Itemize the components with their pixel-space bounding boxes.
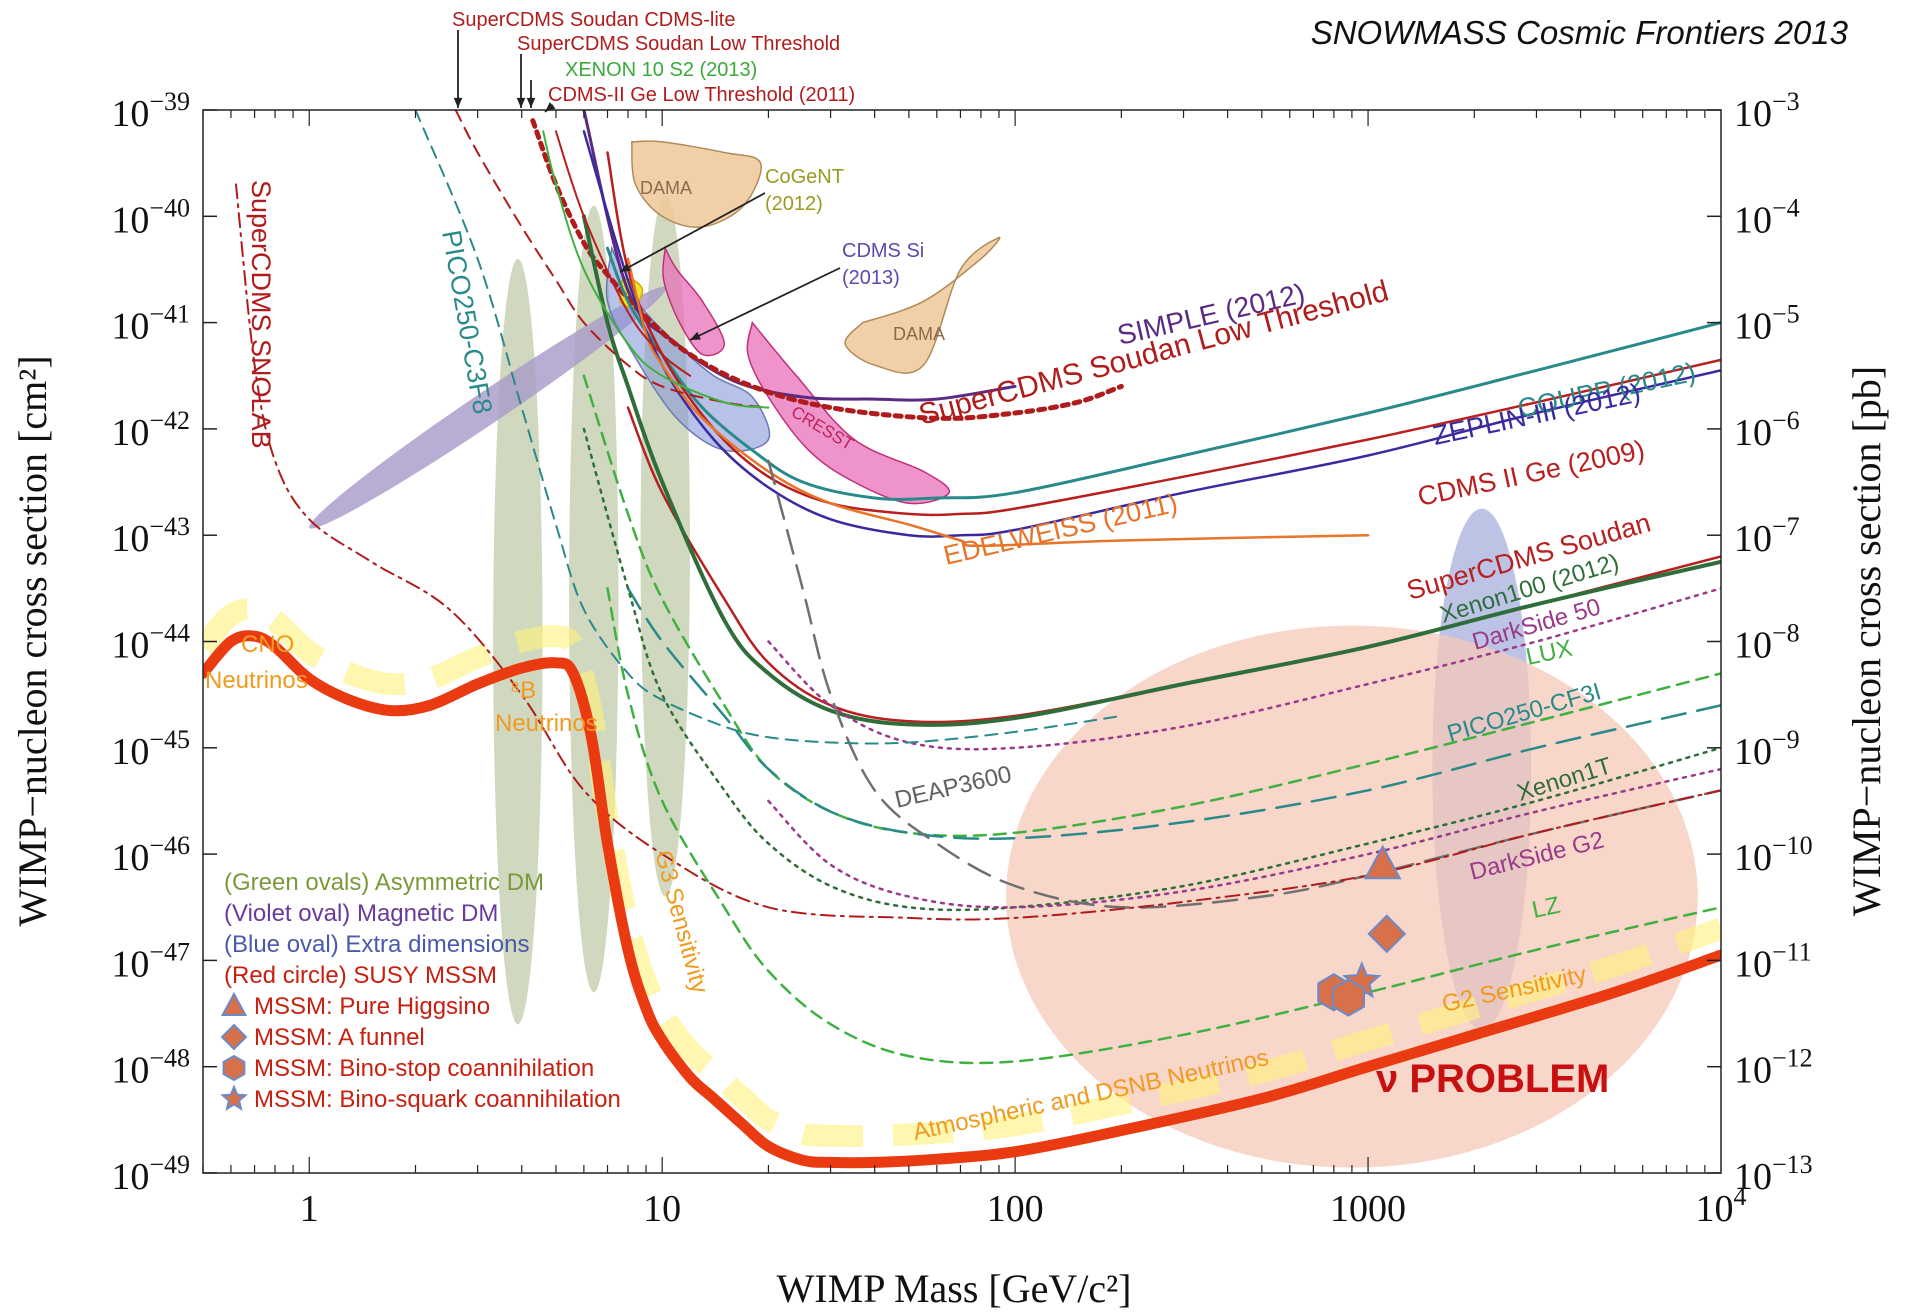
y2-tick-label: 10−8 <box>1734 619 1800 667</box>
series-xenon100-2012 <box>581 214 1721 727</box>
legend-marker-star <box>220 1084 248 1111</box>
legend-item: MSSM: Pure Higgsino <box>254 993 490 1020</box>
legend-marker-diamond <box>220 1023 248 1051</box>
legend-item: (Violet oval) Magnetic DM <box>224 900 498 927</box>
x-tick-label: 10 <box>643 1188 681 1230</box>
x-axis-title: WIMP Mass [GeV/c²] <box>777 1266 1132 1311</box>
y2-tick-label: 10−13 <box>1734 1150 1813 1198</box>
y-tick-label: 10−48 <box>111 1044 190 1092</box>
annotation-arrow <box>689 267 841 341</box>
annotation-supercdms-snolab: SuperCDMS SNOLAB <box>246 180 276 449</box>
annotation-cogent: CoGeNT <box>765 166 844 188</box>
y-tick-label: 10−46 <box>111 831 190 879</box>
legend-item: (Blue oval) Extra dimensions <box>224 931 529 958</box>
annotation-supercdms-soudan-cdms-lite: SuperCDMS Soudan CDMS-lite <box>452 9 735 31</box>
annotation-dama: DAMA <box>893 324 945 344</box>
annotation-2013: (2013) <box>842 267 900 289</box>
annotation-2012: (2012) <box>765 193 823 215</box>
y-tick-label: 10−44 <box>111 619 190 667</box>
series-darkside-50 <box>767 587 1721 751</box>
arrow-head <box>526 97 536 108</box>
y2-tick-label: 10−12 <box>1734 1044 1813 1092</box>
annotation-arrow <box>619 192 766 273</box>
y2-tick-label: 10−10 <box>1734 831 1813 879</box>
annotation-pico250-c3f8: PICO250-C3F8 <box>436 228 498 416</box>
series-lz <box>606 587 1721 1065</box>
annotation-neutrinos: Neutrinos <box>495 710 598 737</box>
series-xenon-10-s2-2013 <box>542 130 770 409</box>
y2-tick-label: 10−9 <box>1734 725 1800 773</box>
series-pico250-c3f8 <box>414 110 1123 745</box>
legend-item: MSSM: A funnel <box>254 1024 425 1051</box>
annotation-supercdms-soudan-low-threshold: SuperCDMS Soudan Low Threshold <box>915 274 1392 431</box>
neutrino-band <box>203 598 1721 1148</box>
region-susy-mssm <box>1006 625 1698 1168</box>
y-tick-label: 10−40 <box>111 193 190 241</box>
legend-item: MSSM: Bino-stop coannihilation <box>254 1055 594 1082</box>
annotation-problem: ν PROBLEM <box>1376 1057 1609 1101</box>
arrow-head <box>516 97 526 108</box>
neutrino-floor-line <box>203 630 1721 1169</box>
y2-tick-label: 10−6 <box>1734 406 1800 454</box>
y-tick-label: 10−39 <box>111 87 190 135</box>
arrow-head <box>453 97 463 108</box>
series-xenon1t <box>582 427 1721 912</box>
annotation-cdms-ii-ge-low-threshold-2011: CDMS-II Ge Low Threshold (2011) <box>548 84 855 106</box>
x-tick-label: 100 <box>987 1188 1044 1230</box>
mssm-point-triangle <box>1363 844 1402 880</box>
series-supercdms-soudan-cdms-lite <box>454 110 770 409</box>
region-magnetic-dm <box>309 286 666 529</box>
annotation-supercdms-soudan-low-threshold: SuperCDMS Soudan Low Threshold <box>517 33 840 55</box>
series-darkside-g2 <box>767 767 1721 909</box>
x-tick-label: 104 <box>1696 1182 1747 1230</box>
y2-axis-title: WIMP−nucleon cross section [pb] <box>1844 366 1889 916</box>
y-axis-title: WIMP−nucleon cross section [cm²] <box>10 355 55 926</box>
y2-tick-label: 10−3 <box>1734 87 1800 135</box>
y-tick-label: 10−43 <box>111 512 190 560</box>
series-pico250-cf3i <box>626 587 1721 840</box>
dama-region-lower <box>844 236 1001 374</box>
legend-item: MSSM: Bino-squark coannihilation <box>254 1086 621 1113</box>
series-supercdms-snolab <box>235 183 1721 921</box>
legend-item: (Red circle) SUSY MSSM <box>224 962 497 989</box>
annotation-lz: LZ <box>1530 892 1563 924</box>
annotation-g3-sensitivity: G3 Sensitivity <box>649 848 713 997</box>
series-cdms-ii-ge-low-threshold-2011 <box>554 130 692 377</box>
annotation-cdms-si: CDMS Si <box>842 240 924 262</box>
arrow-head <box>545 102 556 112</box>
y-tick-label: 10−49 <box>111 1150 190 1198</box>
arrow-head <box>690 331 701 340</box>
legend-marker-triangle <box>220 991 248 1016</box>
y2-tick-label: 10−7 <box>1734 512 1800 560</box>
annotation-cno: CNO <box>241 631 294 658</box>
y-tick-label: 10−41 <box>111 300 190 348</box>
cresst-region-upper <box>662 245 726 357</box>
x-tick-label: 1000 <box>1330 1188 1406 1230</box>
series-supercdms-soudan-low-threshold <box>530 118 1124 421</box>
legend-marker-hexagon <box>222 1054 246 1082</box>
y-tick-label: 10−42 <box>111 406 190 454</box>
chart-title: SNOWMASS Cosmic Frontiers 2013 <box>1311 14 1849 51</box>
mssm-point-diamond <box>1367 914 1407 954</box>
series-edelweiss-2011 <box>626 257 1370 548</box>
y2-tick-label: 10−11 <box>1734 937 1812 985</box>
arrow-head <box>620 263 631 272</box>
cresst-region <box>746 320 951 505</box>
annotation-lux: LUX <box>1524 635 1575 671</box>
annotation-deap3600: DEAP3600 <box>892 761 1014 814</box>
y-tick-label: 10−47 <box>111 937 190 985</box>
annotation-neutrinos: Neutrinos <box>205 667 308 694</box>
x-tick-label: 1 <box>300 1188 319 1230</box>
y2-tick-label: 10−5 <box>1734 300 1800 348</box>
annotation-xenon-10-s2-2013: XENON 10 S2 (2013) <box>565 59 757 81</box>
y2-tick-label: 10−4 <box>1734 193 1800 241</box>
legend-item: (Green ovals) Asymmetric DM <box>224 869 544 896</box>
annotation-b: ⁸B <box>510 677 536 704</box>
mssm-point-hexagon <box>1331 978 1366 1017</box>
series-coupp-2012 <box>606 246 1721 501</box>
series-lux <box>582 374 1721 838</box>
y-tick-label: 10−45 <box>111 725 190 773</box>
annotation-dama: DAMA <box>640 178 692 198</box>
